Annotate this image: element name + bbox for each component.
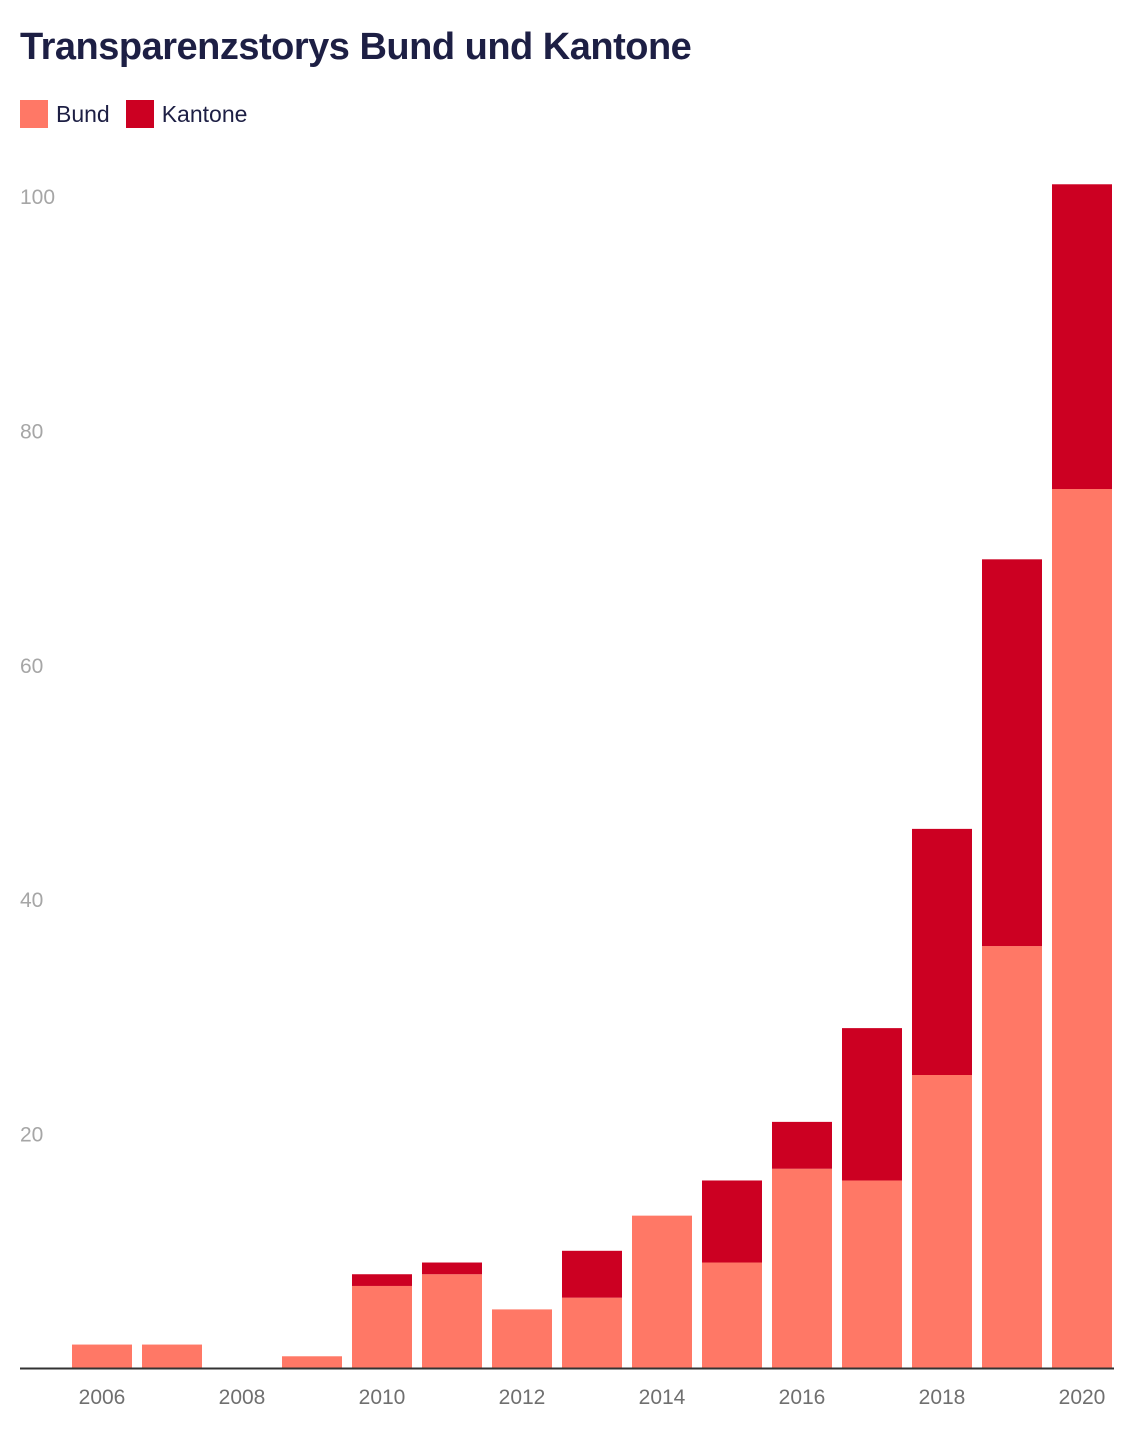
bar-bund-2006 [72,1344,132,1368]
bar-bund-2014 [632,1215,692,1368]
x-tick-label-2008: 2008 [219,1386,266,1409]
bar-bund-2016 [772,1168,832,1368]
bar-bund-2017 [842,1180,902,1368]
y-tick-label-40: 40 [20,889,43,912]
legend-swatch-kantone [125,100,154,128]
y-axis-labels: 20 40 60 80 100 [20,186,55,1147]
bar-bund-2013 [562,1297,622,1368]
bar-kantone-2016 [772,1121,832,1169]
bar-bund-2015 [702,1262,762,1368]
x-tick-label-2016: 2016 [779,1386,826,1409]
bar-kantone-2020 [1052,184,1112,489]
bar-kantone-2011 [422,1262,482,1275]
y-tick-label-100: 100 [20,186,55,209]
bar-bund-2018 [912,1075,972,1368]
legend-item-kantone: Kantone [125,100,248,128]
legend-swatch-bund [20,100,48,128]
bar-kantone-2013 [562,1250,622,1298]
y-tick-label-20: 20 [20,1124,43,1147]
bar-bund-2010 [352,1285,412,1368]
x-tick-label-2012: 2012 [499,1386,546,1409]
x-tick-label-2014: 2014 [639,1386,686,1409]
bar-bund-2007 [142,1344,202,1368]
bar-kantone-2015 [702,1180,762,1263]
legend-item-bund: Bund [20,100,110,128]
x-tick-label-2006: 2006 [79,1386,126,1409]
bar-bund-2012 [492,1309,552,1368]
x-axis-labels: 2006 2008 2010 2012 2014 2016 2018 2020 [79,1386,1106,1409]
bar-bund-2020 [1052,489,1112,1368]
bar-kantone-2019 [982,559,1042,947]
x-tick-label-2020: 2020 [1059,1386,1106,1409]
bars [72,184,1112,1368]
legend-label-bund: Bund [56,100,110,127]
bar-kantone-2010 [352,1274,412,1286]
y-tick-label-80: 80 [20,420,43,443]
bar-bund-2019 [982,946,1042,1368]
legend-label-kantone: Kantone [161,100,248,127]
bar-bund-2011 [422,1274,482,1368]
bar-kantone-2017 [842,1028,902,1181]
legend: Bund Kantone [20,100,247,128]
x-tick-label-2010: 2010 [359,1386,406,1409]
y-tick-label-60: 60 [20,655,43,678]
bar-kantone-2018 [912,828,972,1075]
chart-title: Transparenzstorys Bund und Kantone [20,26,692,68]
bar-bund-2009 [282,1356,342,1368]
x-tick-label-2018: 2018 [919,1386,966,1409]
